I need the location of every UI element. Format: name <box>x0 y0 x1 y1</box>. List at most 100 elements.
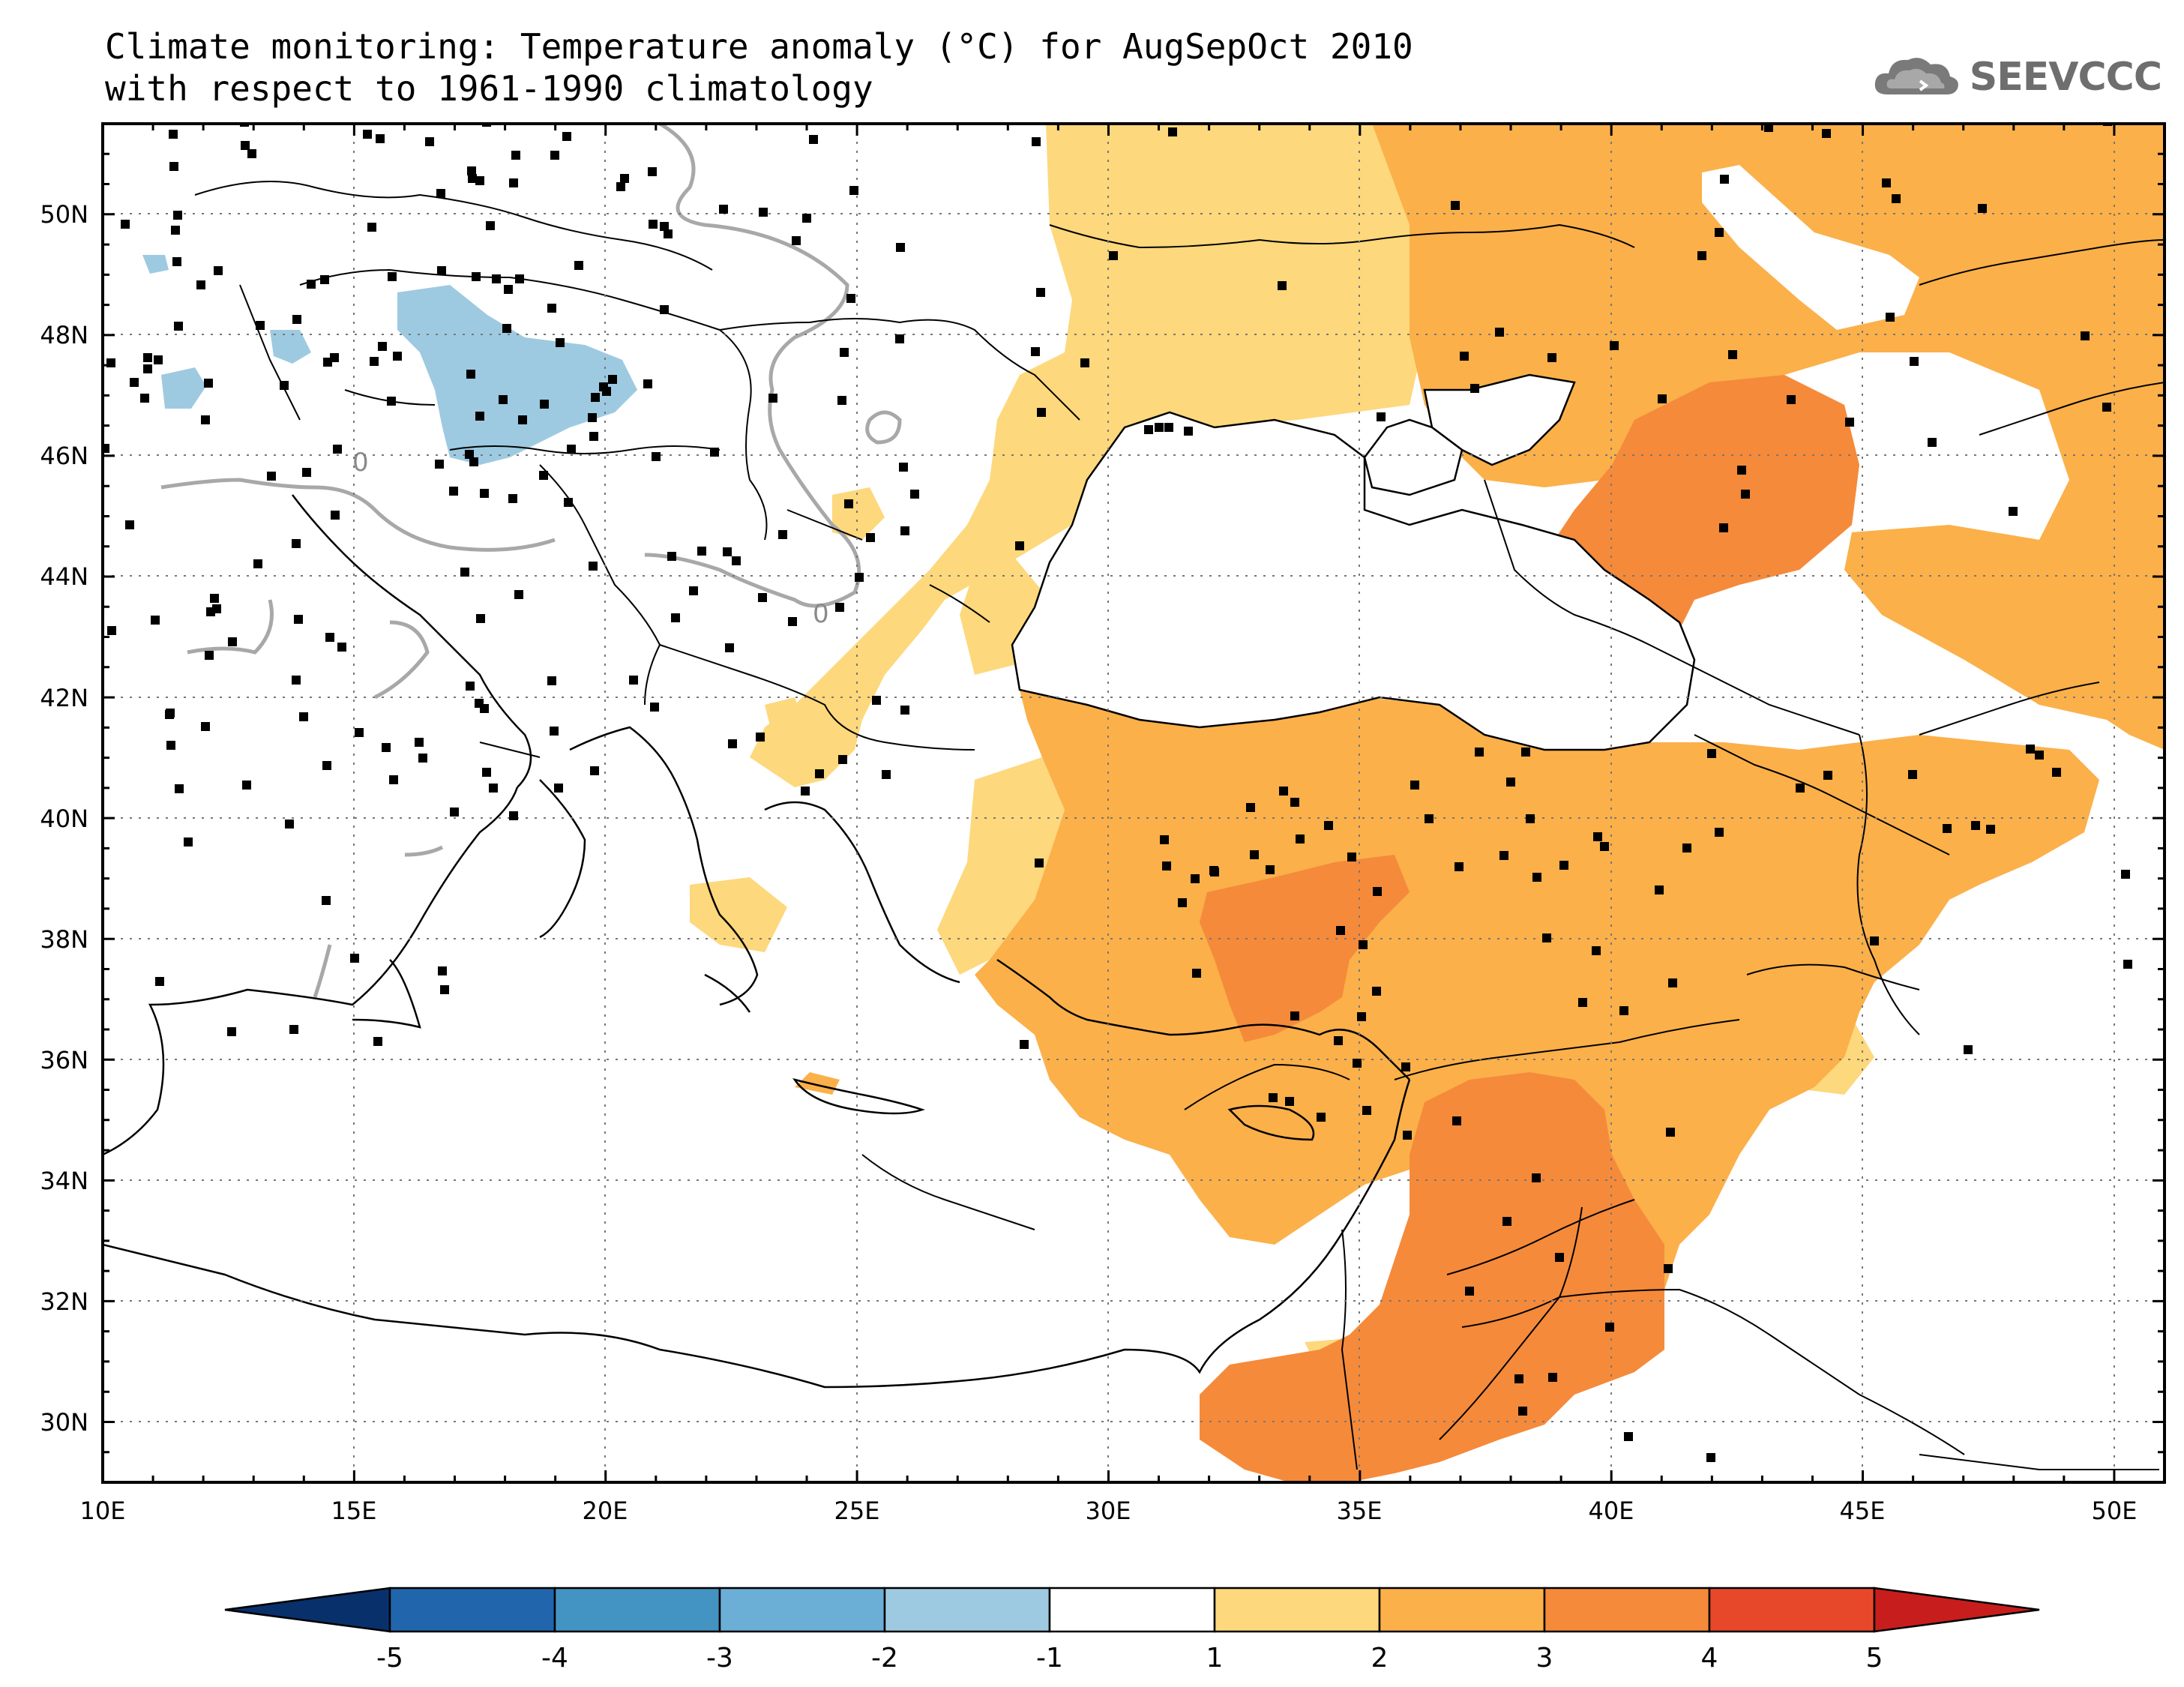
station-marker <box>1559 861 1568 870</box>
station-marker <box>540 400 549 409</box>
station-marker <box>154 355 163 364</box>
station-marker <box>322 896 331 905</box>
station-marker <box>376 134 385 143</box>
station-marker <box>697 547 706 556</box>
station-marker <box>492 274 501 283</box>
station-marker <box>1658 394 1667 403</box>
station-marker <box>175 784 184 793</box>
station-marker <box>285 820 294 829</box>
station-marker <box>1036 288 1045 297</box>
station-marker <box>393 352 402 361</box>
station-marker <box>1664 1264 1673 1273</box>
station-marker <box>1353 1059 1362 1068</box>
station-marker <box>355 728 364 737</box>
station-marker <box>2081 331 2090 340</box>
station-marker <box>550 151 559 160</box>
x-tick-label: 30E <box>1086 1497 1131 1525</box>
station-marker <box>212 604 221 613</box>
station-marker <box>1787 395 1796 404</box>
x-tick-label: 45E <box>1840 1497 1886 1525</box>
colorbar-label: 3 <box>1536 1643 1553 1674</box>
station-marker <box>322 761 331 770</box>
station-marker <box>196 280 205 289</box>
station-marker <box>1578 998 1587 1007</box>
station-marker <box>866 533 875 542</box>
station-marker <box>205 651 214 660</box>
colorbar-bin <box>1543 1587 1711 1633</box>
station-marker <box>1168 127 1177 136</box>
station-marker <box>201 415 210 424</box>
station-marker <box>289 1025 298 1034</box>
station-marker <box>241 141 250 150</box>
station-marker <box>449 487 458 496</box>
station-marker <box>895 334 904 343</box>
station-marker <box>758 593 767 602</box>
station-marker <box>337 643 346 652</box>
station-marker <box>1164 423 1173 432</box>
station-marker <box>896 243 905 252</box>
station-marker <box>1155 423 1164 432</box>
station-marker <box>1372 987 1381 996</box>
y-tick-label: 38N <box>40 925 88 954</box>
station-marker <box>204 379 213 388</box>
colorbar-arrow-left <box>224 1587 391 1633</box>
colorbar-label: -2 <box>871 1643 898 1674</box>
station-marker <box>1719 523 1728 532</box>
station-marker <box>792 236 801 245</box>
station-marker <box>511 151 520 160</box>
station-marker <box>509 178 518 187</box>
station-marker <box>1109 251 1118 260</box>
station-marker <box>564 498 573 507</box>
station-marker <box>151 616 160 625</box>
station-marker <box>472 272 481 281</box>
station-marker <box>1470 384 1479 393</box>
black-sea <box>1011 411 1696 751</box>
station-marker <box>107 626 116 635</box>
station-marker <box>1910 357 1919 366</box>
station-marker <box>725 643 734 652</box>
station-marker <box>599 382 608 391</box>
station-marker <box>1605 1323 1614 1332</box>
station-marker <box>648 167 657 176</box>
station-marker <box>554 784 563 793</box>
station-marker <box>547 304 556 313</box>
colorbar-bin <box>883 1587 1051 1633</box>
station-marker <box>140 394 149 403</box>
station-marker <box>1452 1116 1461 1125</box>
station-marker <box>1032 137 1041 146</box>
station-markers <box>103 124 2132 1462</box>
station-marker <box>465 450 474 459</box>
station-marker <box>1823 771 1832 780</box>
station-marker <box>418 754 427 763</box>
station-marker <box>759 208 768 217</box>
station-marker <box>710 448 719 457</box>
station-marker <box>1031 347 1040 356</box>
station-marker <box>1191 874 1200 883</box>
colorbar-bin <box>388 1587 556 1633</box>
cloud-icon <box>1874 58 1958 94</box>
station-marker <box>1593 832 1602 841</box>
station-marker <box>1542 933 1551 942</box>
station-marker <box>331 511 340 520</box>
station-marker <box>476 614 485 623</box>
station-marker <box>1359 940 1368 949</box>
station-marker <box>1465 1287 1474 1296</box>
station-marker <box>768 394 777 403</box>
station-marker <box>1336 926 1345 935</box>
station-marker <box>468 174 477 183</box>
station-marker <box>1160 835 1169 844</box>
station-marker <box>620 174 629 183</box>
colorbar <box>224 1587 2040 1633</box>
station-marker <box>1610 341 1619 350</box>
x-tick-label: 40E <box>1589 1497 1634 1525</box>
station-marker <box>1624 1432 1633 1441</box>
station-marker <box>1296 835 1305 844</box>
station-marker <box>835 603 844 612</box>
station-marker <box>899 463 908 472</box>
station-marker <box>719 205 728 214</box>
station-marker <box>460 568 469 577</box>
station-marker <box>435 460 444 469</box>
station-marker <box>608 375 617 384</box>
station-marker <box>1547 353 1556 362</box>
station-marker <box>1886 313 1895 322</box>
